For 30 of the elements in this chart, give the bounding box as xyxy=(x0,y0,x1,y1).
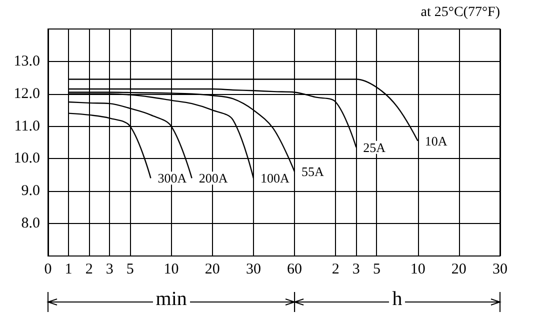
series-label: 55A xyxy=(302,164,325,180)
text: h xyxy=(389,288,406,311)
x-tick-label: 2 xyxy=(85,262,93,278)
series-label: 300A xyxy=(158,170,188,186)
series-label: 100A xyxy=(260,170,290,186)
x-tick-label: 30 xyxy=(246,262,261,278)
x-tick-label: 1 xyxy=(64,262,72,278)
text: at 25°C(77°F) xyxy=(420,5,500,21)
series-label: 10A xyxy=(424,133,448,148)
text: min xyxy=(152,288,190,311)
y-tick-label: 10.0 xyxy=(14,150,40,167)
series-label: 25A xyxy=(363,140,386,155)
x-tick-label: 20 xyxy=(204,262,220,278)
x-tick-label: 3 xyxy=(106,262,114,278)
x-tick-label: 3 xyxy=(352,262,360,278)
x-tick-label: 30 xyxy=(492,262,508,278)
y-tick-label: 13.0 xyxy=(14,53,40,70)
x-tick-label: 5 xyxy=(372,262,380,278)
x-tick-label: 60 xyxy=(287,262,302,278)
x-tick-label: 20 xyxy=(451,262,466,278)
y-tick-label: 8.0 xyxy=(21,216,40,232)
x-tick-label: 10 xyxy=(164,262,179,278)
y-tick-label: 12.0 xyxy=(14,86,40,102)
y-tick-label: 9.0 xyxy=(21,183,40,200)
series-label: 200A xyxy=(198,170,228,186)
x-tick-label: 2 xyxy=(332,262,340,278)
x-tick-label: 10 xyxy=(410,262,426,278)
x-tick-label: 5 xyxy=(126,262,134,278)
x-tick-label: 0 xyxy=(44,262,52,278)
y-tick-label: 11.0 xyxy=(14,118,40,134)
